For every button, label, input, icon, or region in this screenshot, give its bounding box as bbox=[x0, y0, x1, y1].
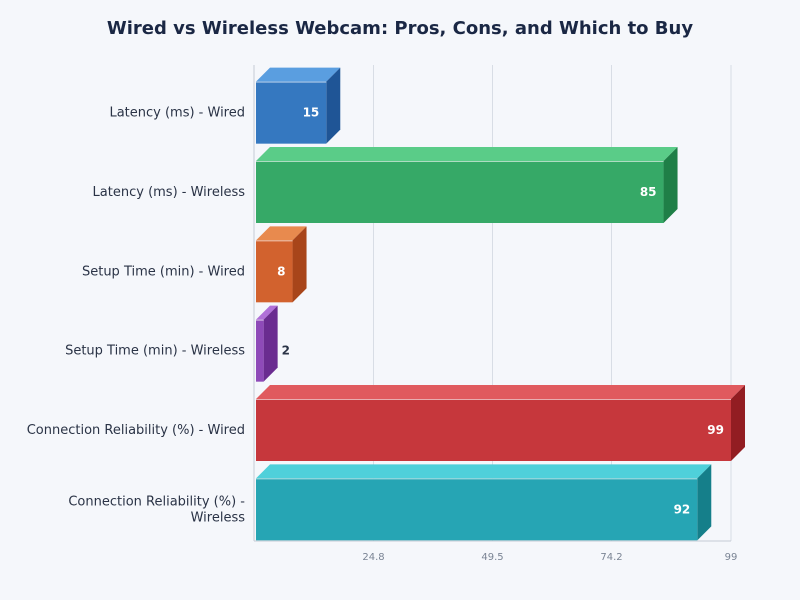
bar-side bbox=[292, 226, 307, 303]
bars: 15 85 8 2 99 92 bbox=[256, 67, 745, 541]
grid bbox=[253, 65, 732, 542]
bar-front bbox=[256, 81, 327, 144]
bar-side bbox=[326, 67, 341, 144]
bar: 8 bbox=[256, 226, 307, 303]
bar-top bbox=[256, 147, 678, 161]
category-label: Connection Reliability (%) -Wireless bbox=[68, 494, 245, 525]
bar-side bbox=[697, 464, 712, 541]
chart-title: Wired vs Wireless Webcam: Pros, Cons, an… bbox=[107, 18, 693, 39]
bar-front bbox=[256, 240, 293, 303]
category-label-line: Wireless bbox=[191, 510, 246, 525]
category-labels: Latency (ms) - Wired Latency (ms) - Wirel… bbox=[27, 106, 246, 526]
bar-side bbox=[263, 305, 278, 382]
bar: 85 bbox=[256, 147, 678, 223]
data-label: 2 bbox=[282, 344, 290, 358]
category-label: Connection Reliability (%) - Wired bbox=[27, 423, 245, 438]
data-label: 15 bbox=[303, 106, 320, 120]
bar-front bbox=[256, 161, 664, 223]
category-label: Latency (ms) - Wired bbox=[109, 106, 245, 121]
x-axis-ticks: 24.8 49.5 74.2 99 bbox=[362, 552, 737, 563]
data-label: 8 bbox=[277, 264, 285, 278]
bar: 2 bbox=[256, 305, 290, 382]
bar-front bbox=[256, 319, 264, 382]
x-tick-label: 49.5 bbox=[481, 552, 503, 563]
bar-top bbox=[256, 305, 278, 320]
category-label: Latency (ms) - Wireless bbox=[93, 185, 246, 200]
bar: 15 bbox=[256, 67, 341, 144]
bar: 92 bbox=[256, 464, 712, 541]
bar-top bbox=[256, 67, 341, 82]
data-label: 92 bbox=[674, 502, 691, 516]
bar-front bbox=[256, 399, 731, 461]
x-tick-label: 74.2 bbox=[600, 552, 622, 563]
data-label: 85 bbox=[640, 185, 657, 199]
bar-top bbox=[256, 226, 307, 241]
category-label: Setup Time (min) - Wireless bbox=[65, 344, 245, 359]
bar-side bbox=[731, 385, 745, 461]
data-label: 99 bbox=[707, 423, 724, 437]
category-label-line: Connection Reliability (%) - bbox=[68, 494, 245, 509]
bar-top bbox=[256, 385, 745, 399]
bar: 99 bbox=[256, 385, 745, 461]
bar-side bbox=[663, 147, 678, 223]
x-tick-label: 99 bbox=[725, 552, 738, 563]
x-tick-label: 24.8 bbox=[362, 552, 384, 563]
bar-front bbox=[256, 478, 698, 541]
category-label: Setup Time (min) - Wired bbox=[82, 264, 245, 279]
bar-top bbox=[256, 464, 712, 479]
